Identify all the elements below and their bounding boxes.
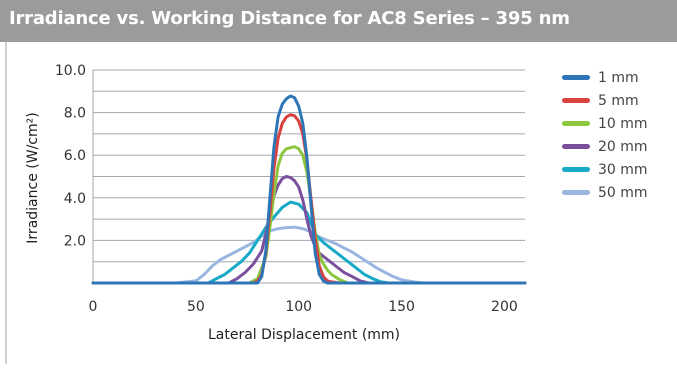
- series-line-1-mm: [91, 94, 527, 285]
- tick-layer: 2.0 4.0 6.0 8.0 10.0 0 50 100 150 200: [55, 63, 518, 315]
- legend-swatch: [562, 121, 590, 126]
- x-tick-label: 200: [491, 299, 518, 315]
- series-line-30-mm: [91, 200, 527, 285]
- title-bar: Irradiance vs. Working Distance for AC8 …: [0, 0, 677, 42]
- y-tick-label: 8.0: [64, 106, 86, 122]
- y-tick-label: 4.0: [64, 191, 86, 207]
- legend-item: 1 mm: [562, 66, 648, 89]
- legend-item: 50 mm: [562, 181, 648, 204]
- legend-swatch: [562, 144, 590, 149]
- grid-layer: [92, 69, 525, 284]
- series-line-50-mm: [91, 225, 527, 285]
- left-divider: [5, 42, 7, 364]
- legend-item: 10 mm: [562, 112, 648, 135]
- chart-title: Irradiance vs. Working Distance for AC8 …: [9, 8, 570, 29]
- y-tick-label: 2.0: [64, 233, 86, 249]
- legend-item: 30 mm: [562, 158, 648, 181]
- legend: 1 mm 5 mm 10 mm 20 mm 30 mm 50 mm: [562, 66, 648, 204]
- legend-label: 10 mm: [598, 115, 648, 132]
- legend-swatch: [562, 98, 590, 103]
- legend-label: 30 mm: [598, 161, 648, 178]
- legend-item: 20 mm: [562, 135, 648, 158]
- x-axis-label: Lateral Displacement (mm): [208, 327, 400, 343]
- y-axis-label: Irradiance (W/cm²): [25, 112, 41, 243]
- series-layer: [91, 94, 527, 285]
- y-tick-label: 10.0: [55, 63, 86, 79]
- legend-label: 20 mm: [598, 138, 648, 155]
- legend-label: 50 mm: [598, 184, 648, 201]
- x-tick-label: 150: [388, 299, 415, 315]
- x-tick-label: 100: [285, 299, 312, 315]
- x-tick-label: 0: [89, 299, 98, 315]
- legend-swatch: [562, 167, 590, 172]
- legend-label: 5 mm: [598, 92, 639, 109]
- legend-item: 5 mm: [562, 89, 648, 112]
- legend-swatch: [562, 75, 590, 80]
- legend-label: 1 mm: [598, 69, 639, 86]
- series-line-20-mm: [91, 175, 527, 285]
- y-tick-label: 6.0: [64, 148, 86, 164]
- legend-swatch: [562, 190, 590, 195]
- x-tick-label: 50: [187, 299, 205, 315]
